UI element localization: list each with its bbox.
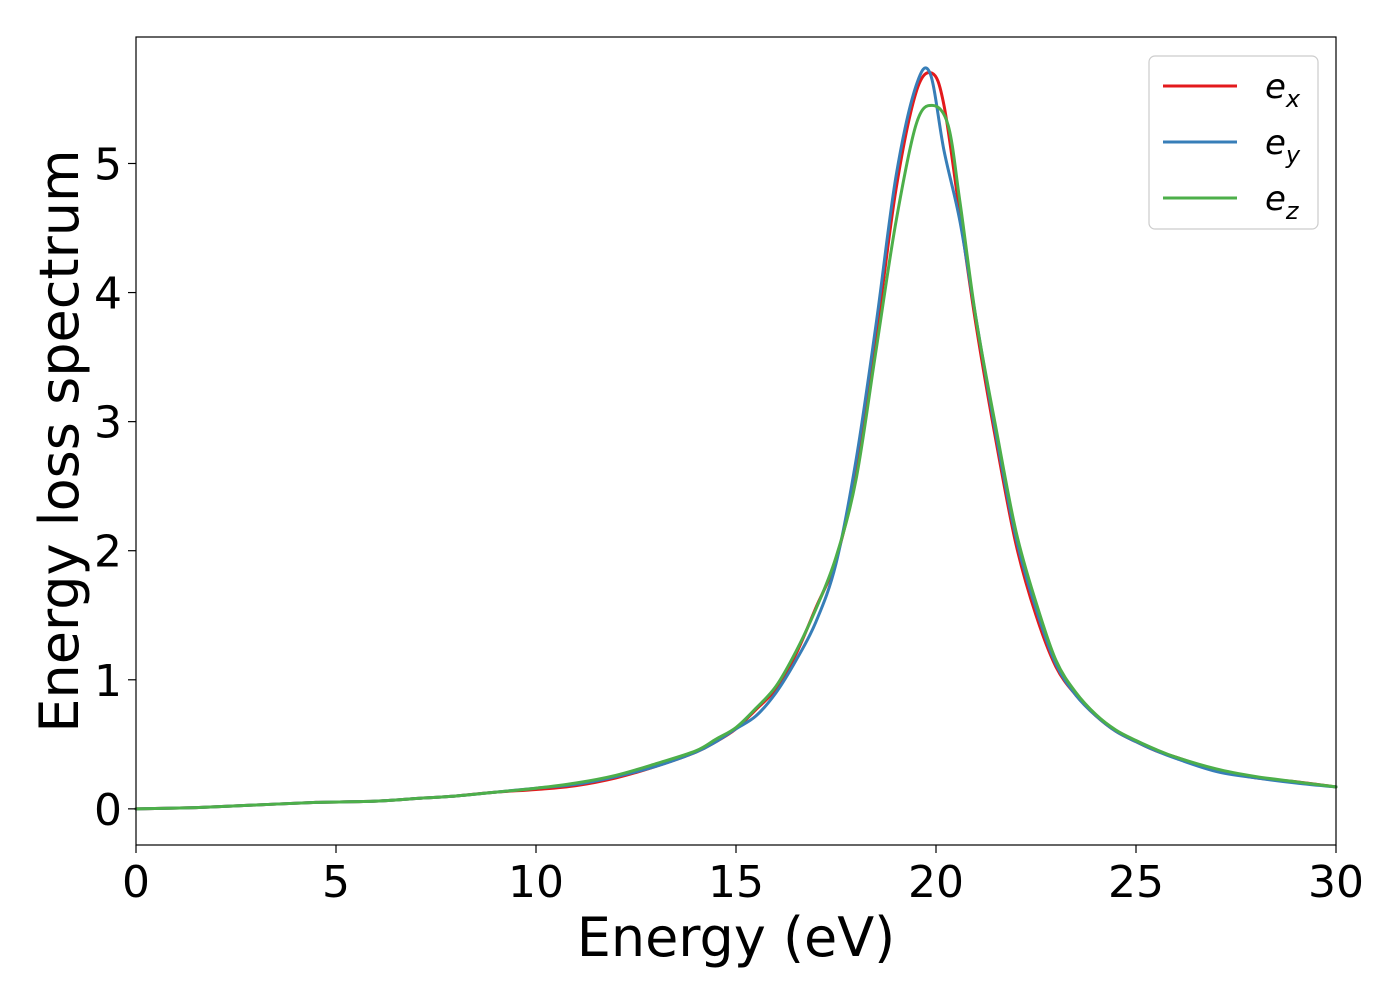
y-tick-label: 5 xyxy=(94,139,122,190)
x-tick-label: 5 xyxy=(322,857,350,908)
x-tick-label: 0 xyxy=(122,857,150,908)
y-tick-label: 4 xyxy=(94,269,122,320)
x-tick-label: 15 xyxy=(708,857,764,908)
x-axis-label: Energy (eV) xyxy=(577,906,896,969)
x-tick-label: 30 xyxy=(1308,857,1364,908)
x-tick-label: 10 xyxy=(508,857,564,908)
x-tick-label: 20 xyxy=(908,857,964,908)
y-axis-label: Energy loss spectrum xyxy=(28,149,91,732)
y-tick-label: 3 xyxy=(94,398,122,449)
y-tick-label: 1 xyxy=(94,656,122,707)
x-tick-label: 25 xyxy=(1108,857,1164,908)
y-tick-label: 2 xyxy=(94,527,122,578)
x-axis: 0 5 10 15 20 25 30 xyxy=(122,845,1364,908)
plot-background xyxy=(136,37,1336,845)
y-axis: 0 1 2 3 4 5 xyxy=(94,139,136,836)
series-layer xyxy=(134,66,1338,811)
y-tick-label: 0 xyxy=(94,785,122,836)
series-line-z xyxy=(134,103,1338,811)
